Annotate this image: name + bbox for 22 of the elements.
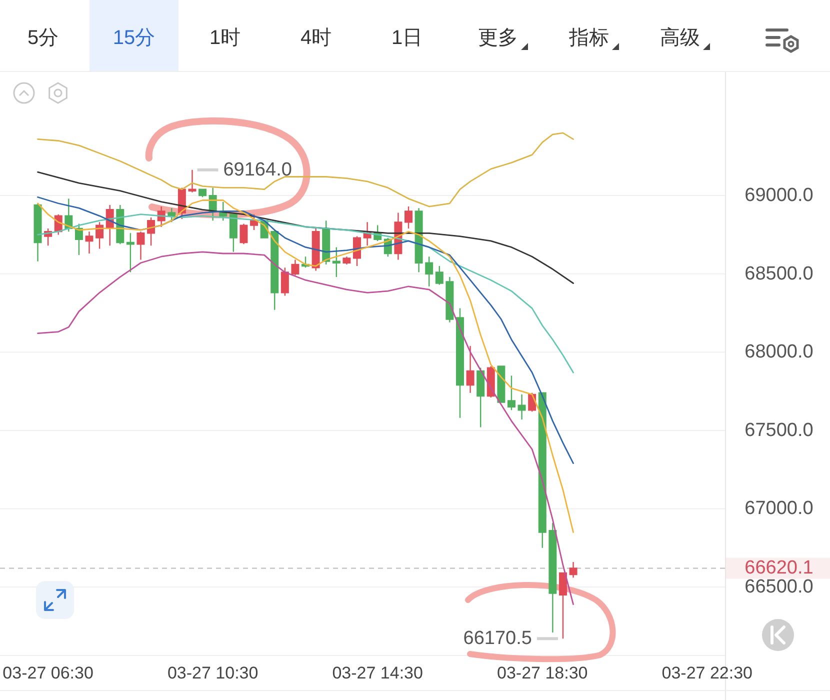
x-tick-label: 03-27 06:30 — [2, 664, 94, 682]
y-tick-label: 67000.0 — [744, 498, 814, 520]
text: 1时 — [209, 27, 241, 49]
text: 更多 — [478, 27, 518, 49]
text: 高级 — [660, 26, 700, 49]
annotation: 66170.5 — [463, 628, 532, 650]
x-tick-label: 03-27 18:30 — [497, 664, 588, 682]
ref-line-label: 66620.1 — [744, 558, 814, 579]
y-tick-label: 66500.0 — [744, 576, 814, 598]
x-tick-label: 03-27 14:30 — [332, 664, 423, 682]
annotation: 69164.0 — [223, 159, 292, 180]
text: 5分 — [27, 27, 59, 49]
y-tick-label: 67500.0 — [744, 420, 814, 441]
x-tick-label: 03-27 10:30 — [167, 664, 258, 682]
text: 指标 — [568, 27, 609, 49]
y-tick-label: 68000.0 — [744, 342, 814, 363]
x-tick-label: 03-27 22:30 — [662, 664, 753, 682]
y-tick-label: 68500.0 — [744, 263, 814, 284]
text: 4时 — [300, 27, 332, 49]
text: 15分 — [112, 27, 156, 49]
y-tick-label: 69000.0 — [744, 185, 814, 206]
text: 1日 — [391, 27, 423, 49]
